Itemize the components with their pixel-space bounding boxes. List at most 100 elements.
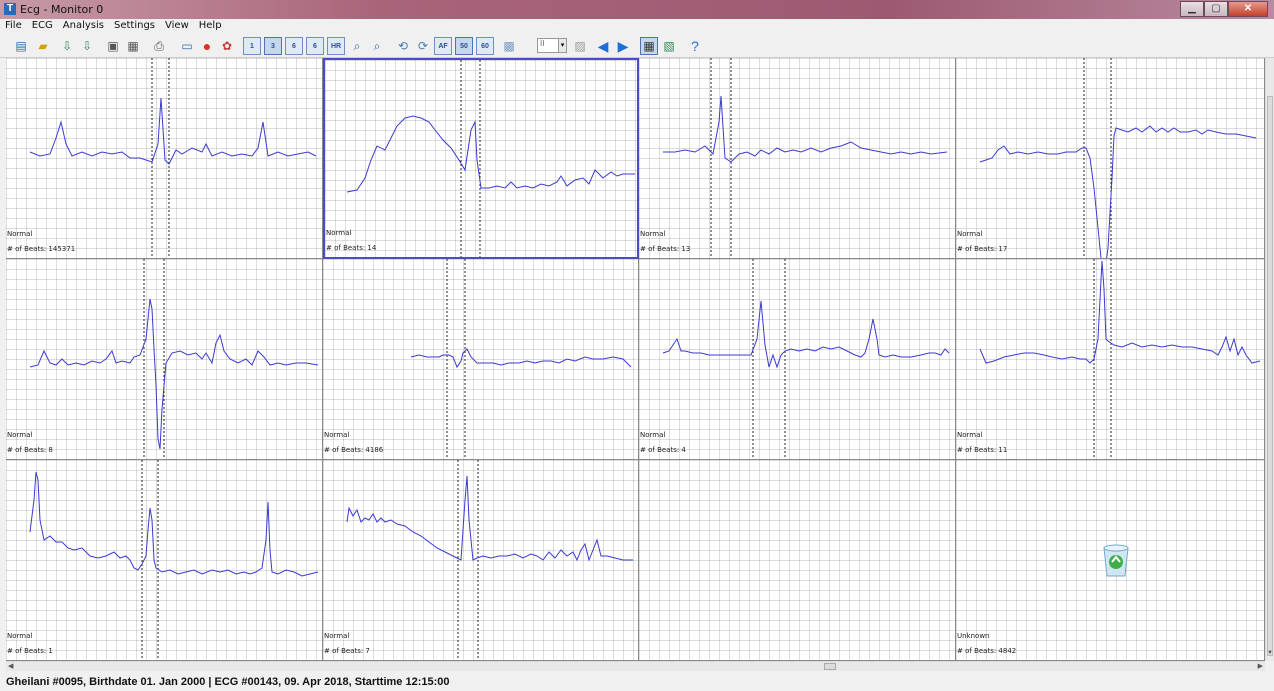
ecg-waveform [29,97,317,165]
menu-file[interactable]: File [5,20,22,31]
ecg-cell[interactable]: Normal # of Beats: 4 [639,259,956,460]
horizontal-scrollbar[interactable]: ◀ ▶ [6,661,1265,671]
rotate-right-icon[interactable]: ⟳ [417,39,429,53]
ecg-grid: Normal # of Beats: 145371 Normal # of Beats… [6,58,1265,661]
ecg-cell[interactable] [639,460,956,661]
grid-view-icon[interactable]: ▦ [640,37,658,55]
maximize-button[interactable]: ▢ [1204,1,1228,17]
rotate-left-icon[interactable]: ⟲ [397,39,409,53]
recycle-bin-icon[interactable] [1101,544,1131,578]
mode-1-label: 1 [250,42,254,50]
filter-50-button[interactable]: 50 [455,37,473,55]
beat-count-label: # of Beats: 17 [957,245,1008,253]
chevron-down-icon[interactable]: ▾ [558,38,567,53]
ecg-trace-canvas [346,460,633,660]
open-folder-icon[interactable]: ▤ [15,39,27,53]
mode-6b-button[interactable]: 6 [306,37,324,55]
toolbar: ▤ ▰ ⇩ ⇩ ▣ ▦ ⎙ ▭ ● ✿ 1 3 6 6 HR ⌕ ⌕ ⟲ ⟳ A… [0,34,1274,58]
lead-select[interactable]: II [537,38,559,53]
menu-help[interactable]: Help [198,20,222,31]
beat-count-label: # of Beats: 13 [640,245,691,253]
print-icon[interactable]: ⎙ [154,38,164,53]
previous-icon[interactable]: ◀ [597,37,609,54]
ecg-cell[interactable]: Normal # of Beats: 11 [956,259,1265,460]
mode-3-button[interactable]: 3 [264,37,282,55]
menu-settings[interactable]: Settings [114,20,156,31]
beat-count-label: # of Beats: 7 [324,647,370,655]
af-label: AF [438,42,448,50]
ecg-cell[interactable]: Normal # of Beats: 8 [6,259,323,460]
ecg-cell[interactable]: Normal # of Beats: 145371 [6,58,323,259]
beat-type-label: Normal [957,230,983,238]
help-icon[interactable]: ? [691,38,699,54]
record-icon[interactable]: ● [202,38,212,54]
ecg-trace-canvas [29,460,319,660]
ecg-waveform [346,475,633,562]
open-file-icon[interactable]: ▰ [38,39,48,53]
mode-3-label: 3 [271,42,275,50]
scroll-down-icon[interactable]: ▼ [1267,650,1273,656]
mode-1-button[interactable]: 1 [243,37,261,55]
download-icon[interactable]: ⇩ [61,39,73,53]
ecg-cell[interactable]: Normal # of Beats: 7 [323,460,639,661]
beat-type-label: Normal [7,632,33,640]
scroll-right-icon[interactable]: ▶ [1257,663,1263,670]
ecg-waveform [663,95,948,163]
ecg-cell[interactable]: Unknown # of Beats: 4842 [956,460,1265,661]
app-icon: T [4,3,16,15]
minimize-button[interactable]: ▁ [1180,1,1204,17]
ecg-trace-canvas [346,60,635,257]
beat-type-label: Normal [324,632,350,640]
ecg-cell[interactable]: Normal # of Beats: 1 [6,460,323,661]
picture-icon[interactable]: ▧ [663,39,675,53]
save-all-icon[interactable]: ▦ [127,39,139,53]
ecg-waveform [979,260,1261,364]
ecg-cell[interactable]: Normal # of Beats: 17 [956,58,1265,259]
beat-type-label: Normal [7,431,33,439]
ecg-waveform [29,471,319,577]
color-icon[interactable]: ✿ [221,39,233,53]
filter-60-button[interactable]: 60 [476,37,494,55]
ecg-waveform [346,115,635,193]
ecg-cell[interactable]: Normal # of Beats: 14 [323,58,639,259]
ecg-trace-canvas [410,259,632,459]
beat-type-label: Normal [324,431,350,439]
menu-bar: File ECG Analysis Settings View Help [0,19,1274,33]
window-controls: ▁ ▢ ✕ [1180,1,1268,17]
beat-type-label: Normal [957,431,983,439]
hr-button[interactable]: HR [327,37,345,55]
vertical-scrollbar[interactable]: ▲ ▼ [1265,58,1274,661]
beat-count-label: # of Beats: 8 [7,446,53,454]
ecg-waveform [979,125,1257,258]
beat-count-label: # of Beats: 14 [326,244,377,252]
scroll-left-icon[interactable]: ◀ [8,663,14,670]
grid-pattern-icon[interactable]: ▩ [503,39,515,53]
menu-ecg[interactable]: ECG [31,20,53,31]
zoom-out-icon[interactable]: ⌕ [373,38,381,53]
monitor-icon[interactable]: ▭ [181,39,193,53]
filter-50-label: 50 [460,42,468,50]
mode-6a-button[interactable]: 6 [285,37,303,55]
beat-type-label: Normal [7,230,33,238]
ecg-trace-canvas [663,58,948,258]
title-bar: T Ecg - Monitor 0 ▁ ▢ ✕ [0,0,1274,19]
beat-type-label: Unknown [957,632,990,640]
next-icon[interactable]: ▶ [617,37,629,54]
vertical-scroll-thumb[interactable] [1267,96,1273,656]
beat-count-label: # of Beats: 4842 [957,647,1017,655]
close-button[interactable]: ✕ [1228,1,1268,17]
zoom-in-icon[interactable]: ⌕ [353,38,361,53]
af-button[interactable]: AF [434,37,452,55]
beat-count-label: # of Beats: 4186 [324,446,384,454]
image-icon[interactable]: ▨ [574,39,586,53]
ecg-cell[interactable]: Normal # of Beats: 4186 [323,259,639,460]
menu-view[interactable]: View [165,20,189,31]
mode-6a-label: 6 [292,42,296,50]
ecg-cell[interactable]: Normal # of Beats: 13 [639,58,956,259]
download-alt-icon[interactable]: ⇩ [81,39,93,53]
horizontal-scroll-thumb[interactable] [824,663,836,670]
status-bar: Gheilani #0095, Birthdate 01. Jan 2000 |… [0,674,1274,691]
save-icon[interactable]: ▣ [107,39,119,53]
ecg-trace-canvas [979,58,1257,258]
menu-analysis[interactable]: Analysis [62,20,104,31]
